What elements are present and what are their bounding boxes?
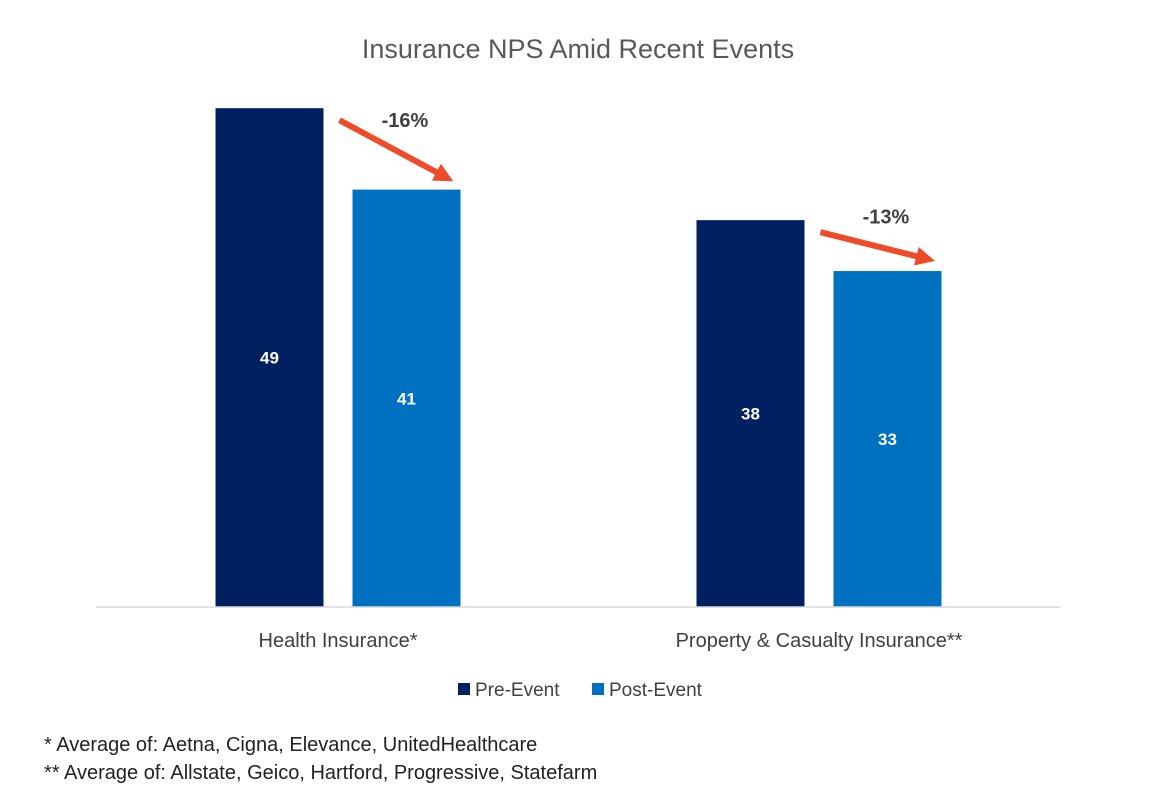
- legend-label-pre-event: Pre-Event: [475, 680, 560, 701]
- bar-pre-event-health-insurance: [215, 108, 324, 608]
- data-label-post-event-health-insurance: 41: [397, 389, 416, 408]
- change-arrow-health-insurance: [338, 117, 454, 182]
- chart-title: Insurance NPS Amid Recent Events: [362, 34, 794, 64]
- legend: Pre-Event Post-Event: [458, 680, 703, 701]
- data-label-pre-event-property-casualty-insurance: 38: [741, 405, 760, 424]
- legend-swatch-pre-event: [458, 683, 470, 695]
- bar-post-event-property-casualty-insurance: [833, 271, 942, 607]
- change-label-health-insurance: -16%: [382, 110, 429, 132]
- category-label-health-insurance: Health Insurance*: [259, 630, 418, 652]
- footnotes: * Average of: Aetna, Cigna, Elevance, Un…: [44, 731, 597, 787]
- data-label-pre-event-health-insurance: 49: [260, 349, 279, 368]
- change-arrow-property-casualty-insurance: [819, 229, 935, 266]
- bar-pre-event-property-casualty-insurance: [696, 220, 805, 607]
- legend-swatch-post-event: [592, 683, 604, 695]
- data-label-post-event-property-casualty-insurance: 33: [878, 430, 897, 449]
- category-label-property-casualty-insurance: Property & Casualty Insurance**: [676, 630, 963, 652]
- bar-chart: Insurance NPS Amid Recent Events 49 41 38 3…: [96, 34, 1060, 701]
- footnote-property-casualty: ** Average of: Allstate, Geico, Hartford…: [44, 762, 598, 784]
- bar-post-event-health-insurance: [352, 189, 461, 607]
- change-label-property-casualty-insurance: -13%: [863, 207, 910, 229]
- legend-label-post-event: Post-Event: [609, 680, 703, 701]
- footnote-health: * Average of: Aetna, Cigna, Elevance, Un…: [44, 734, 538, 756]
